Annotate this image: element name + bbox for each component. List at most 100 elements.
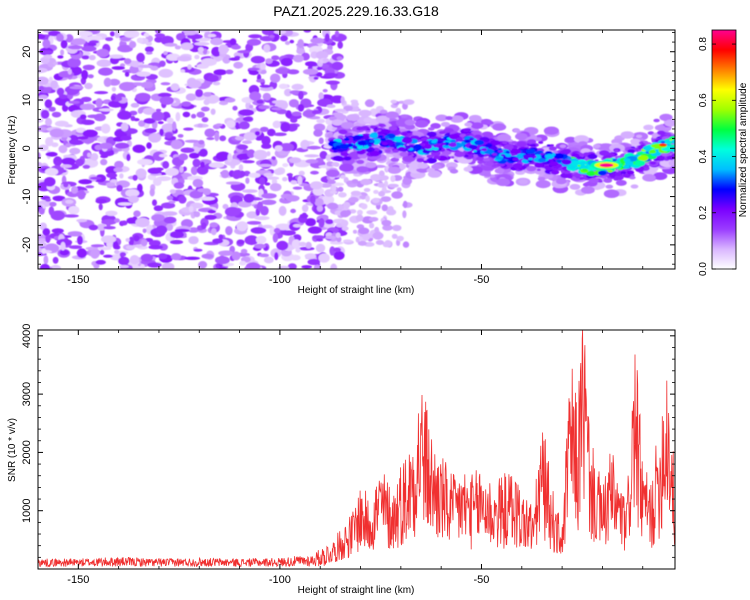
heatmap-cell [38,85,45,91]
heatmap-cell [289,90,302,95]
heatmap-cell [642,145,652,151]
heatmap-cell [218,44,229,55]
heatmap-cell [448,142,457,148]
heatmap-cell [109,31,115,37]
colorbar-tick-label: 0.2 [698,205,709,219]
heatmap-cell [204,214,217,220]
heatmap-cell [135,217,150,228]
heatmap-cell [259,84,272,88]
heatmap-cell [337,186,344,192]
snr-y-ticks: 1000 2000 3000 4000 [21,324,675,570]
heatmap-cell [445,116,453,121]
heatmap-cell [40,56,50,64]
heatmap-cell [484,149,495,155]
heatmap-cell [433,155,441,160]
heatmap-cell [386,140,394,144]
heatmap-cell [50,264,61,269]
heatmap-cell [67,45,83,50]
heatmap-cell [351,179,359,184]
heatmap-cell [158,253,168,260]
heatmap-cell [79,103,95,111]
heatmap-cell [530,143,537,148]
heatmap-cell [315,243,326,253]
heatmap-cell [54,120,69,127]
heatmap-cell [263,256,274,264]
heatmap-cell [280,35,288,42]
heatmap-cell [90,153,99,161]
heatmap-cell [353,135,362,140]
heatmap-cell [278,265,290,269]
colorbar-tick-label: 0.0 [698,262,709,276]
heatmap-cell [262,224,273,229]
heatmap-cell [413,144,423,150]
heatmap-cell [553,153,564,159]
heatmap-cell [227,153,233,163]
heatmap-cell [69,139,85,145]
heatmap-cell [365,195,370,203]
colorbar-tick-label: 0.8 [698,37,709,51]
heatmap-cell [43,177,56,187]
heatmap-cell [325,80,340,85]
heatmap-cell [261,143,272,149]
heatmap-cell [181,101,192,107]
heatmap-cell [442,144,450,149]
heatmap-cell [370,174,382,181]
heatmap-cell [327,202,339,210]
heatmap-cell [238,164,244,171]
heatmap-cell [540,153,545,156]
heatmap-ylabel: Frequency (Hz) [7,116,18,185]
heatmap-cell [344,156,351,161]
heatmap-cell [615,179,627,186]
heatmap-cell [76,218,88,223]
heatmap-cell [636,134,643,138]
heatmap-cell [266,176,280,180]
heatmap-cell [513,128,520,133]
heatmap-cell [159,96,174,105]
heatmap-cell [271,100,287,104]
heatmap-cell [363,125,369,129]
heatmap-cell [318,217,325,228]
heatmap-cell [248,172,261,178]
heatmap-cell [343,137,350,141]
heatmap-cell [98,203,103,211]
heatmap-cell [242,189,258,194]
heatmap-cell [388,125,398,131]
heatmap-cell [325,154,332,162]
heatmap-cell [196,111,205,118]
heatmap-cell [68,100,80,105]
heatmap-cell [187,64,192,70]
heatmap-cell [302,68,319,75]
heatmap-cell [188,205,194,213]
heatmap-cell [256,79,265,83]
heatmap-cell [231,251,241,261]
heatmap-cell [402,210,407,219]
heatmap-cell [193,248,203,252]
heatmap-cell [563,170,570,175]
heatmap-cell [182,111,191,118]
heatmap-cell [280,122,291,132]
heatmap-cell [239,260,247,266]
heatmap-cell [147,262,162,268]
heatmap-cell [95,198,107,204]
heatmap-cell [62,104,69,112]
heatmap-cell [238,121,250,130]
heatmap-cell [82,64,95,71]
heatmap-cell [76,127,86,133]
heatmap-cell [250,55,265,64]
heatmap-cell [103,226,116,230]
heatmap-cell [333,247,341,253]
heatmap-cell [643,124,654,131]
heatmap-cell [271,55,280,61]
heatmap-cell [372,231,384,240]
heatmap-cell [246,38,262,46]
heatmap-cell [118,256,130,266]
heatmap-cell [194,54,200,60]
heatmap-cell [77,30,93,37]
heatmap-cell [236,221,248,232]
heatmap-cell [310,170,319,175]
heatmap-cell [297,104,305,112]
heatmap-cell [155,225,168,235]
heatmap-cell [334,30,340,38]
heatmap-cell [445,162,458,169]
heatmap-cell [298,241,307,247]
